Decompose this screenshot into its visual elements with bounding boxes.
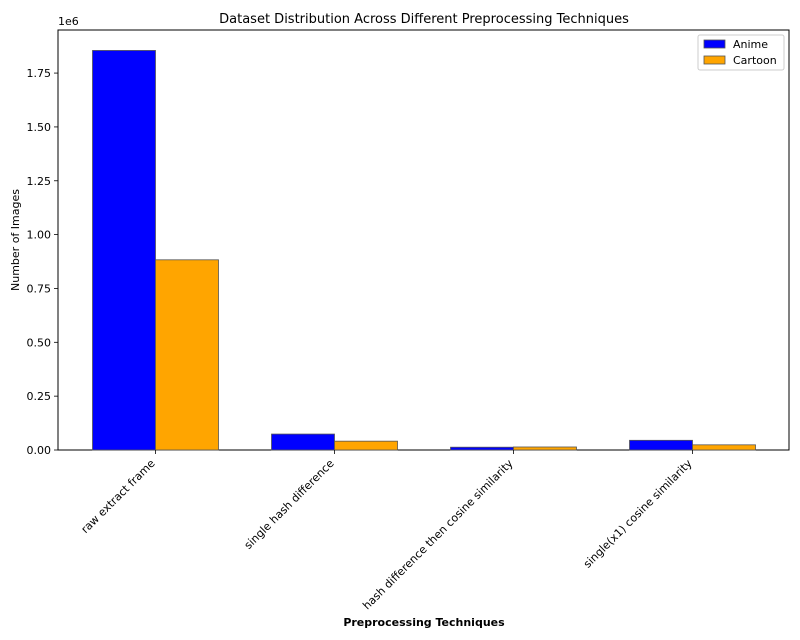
x-tick-label: single(x1) cosine similarity (581, 457, 695, 571)
y-tick-label: 0.00 (27, 444, 52, 457)
bar-cartoon-1 (155, 259, 219, 451)
y-tick-label: 0.25 (27, 390, 52, 403)
bar-anime-1 (92, 50, 156, 451)
plot-frame (57, 29, 790, 451)
bars-group (92, 50, 756, 451)
y-tick-label: 0.75 (27, 282, 52, 295)
x-axis-label: Preprocessing Techniques (343, 616, 505, 629)
bar-anime-2 (271, 433, 335, 451)
y-tick-label: 1.75 (27, 67, 52, 80)
legend-swatch-anime (703, 39, 726, 49)
x-tick-label: raw extract frame (78, 457, 157, 536)
bar-cartoon-4 (692, 444, 756, 451)
bar-anime-4 (629, 439, 693, 451)
y-axis-label: Number of Images (9, 189, 22, 291)
legend-swatch-cartoon (703, 55, 726, 65)
y-tick-label: 1.50 (27, 121, 52, 134)
y-tick-label: 1.00 (27, 229, 52, 242)
x-tick-label: single hash difference (242, 457, 337, 552)
y-tick-label: 0.50 (27, 336, 52, 349)
y-axis-offset-label: 1e6 (58, 15, 79, 28)
plot-area (57, 29, 790, 451)
y-ticks: 0.00 0.25 0.50 0.75 1.00 1.25 1.50 1.75 (27, 67, 58, 457)
bar-cartoon-3 (513, 446, 577, 451)
bar-anime-3 (450, 446, 514, 451)
legend-label-cartoon: Cartoon (733, 54, 777, 67)
chart-title: Dataset Distribution Across Different Pr… (219, 12, 629, 27)
x-ticks: raw extract frame single hash difference h… (78, 450, 695, 613)
bar-cartoon-2 (334, 440, 398, 451)
legend-label-anime: Anime (733, 38, 768, 51)
y-tick-label: 1.25 (27, 175, 52, 188)
legend: Anime Cartoon (697, 34, 785, 71)
x-tick-label: hash difference then cosine similarity (360, 457, 516, 613)
